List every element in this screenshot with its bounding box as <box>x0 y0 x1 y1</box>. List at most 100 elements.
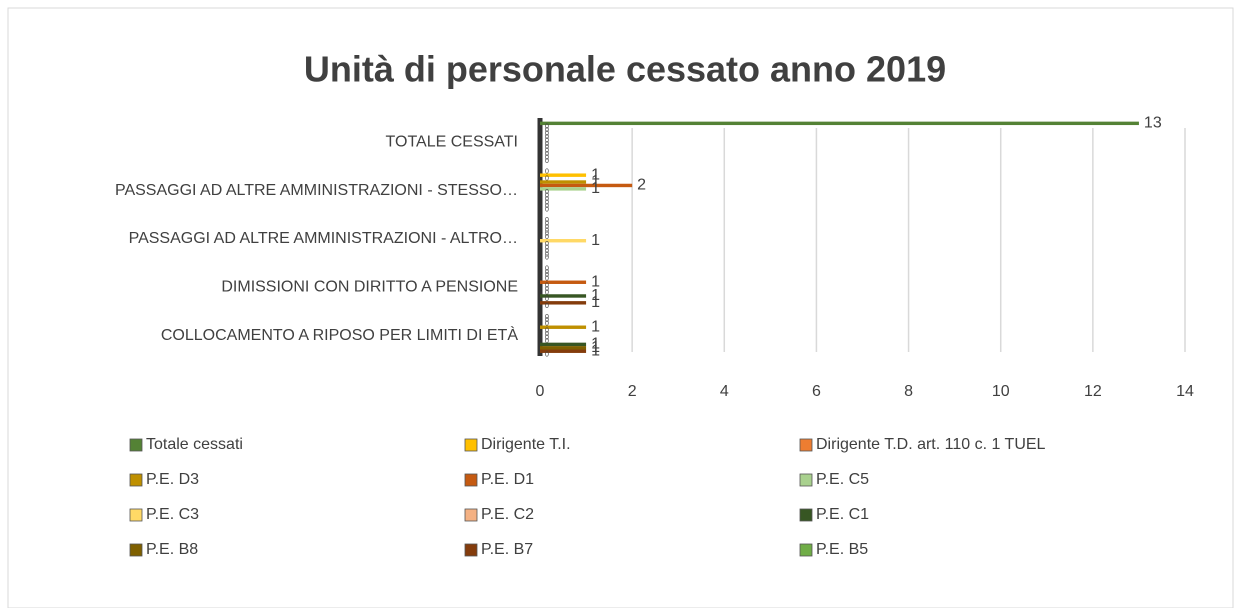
data-label: 0 <box>545 175 549 182</box>
data-label: 0 <box>545 154 549 161</box>
data-label: 0 <box>545 303 549 310</box>
legend-label: Dirigente T.D. art. 110 c. 1 TUEL <box>816 436 1046 453</box>
legend-swatch <box>799 438 813 452</box>
x-tick-label: 0 <box>536 383 545 400</box>
y-tick-label: DIMISSIONI CON DIRITTO A PENSIONE <box>221 279 518 296</box>
bar <box>540 294 587 298</box>
data-label: 0 <box>545 251 549 258</box>
legend-swatch <box>464 438 478 452</box>
bar <box>540 346 587 350</box>
data-label: 0 <box>545 334 549 341</box>
data-label: 0 <box>545 269 549 276</box>
legend-swatch <box>799 543 813 557</box>
data-label: 0 <box>545 248 549 255</box>
data-label: 0 <box>545 317 549 324</box>
data-label: 0 <box>545 289 549 296</box>
data-label: 0 <box>545 206 549 213</box>
legend-swatch <box>129 473 143 487</box>
data-label: 0 <box>545 276 549 283</box>
data-label: 0 <box>545 283 549 290</box>
y-tick-label: PASSAGGI AD ALTRE AMMINISTRAZIONI - STES… <box>115 182 518 199</box>
data-label: 0 <box>545 296 549 303</box>
data-label: 0 <box>545 351 549 358</box>
data-label: 0 <box>545 141 549 148</box>
data-label: 0 <box>545 169 549 176</box>
bar <box>540 187 587 191</box>
bar <box>540 183 633 188</box>
y-tick-label: TOTALE CESSATI <box>386 133 518 150</box>
data-label: 0 <box>545 231 549 238</box>
legend-swatch <box>799 473 813 487</box>
data-label: 0 <box>545 151 549 158</box>
data-label: 0 <box>545 224 549 231</box>
bar <box>540 342 587 347</box>
bar <box>540 349 587 353</box>
data-label: 0 <box>545 134 549 141</box>
legend-swatch <box>129 438 143 452</box>
data-label: 0 <box>545 127 549 134</box>
data-label: 0 <box>545 244 549 251</box>
data-label: 2 <box>637 177 646 194</box>
bar <box>540 325 587 329</box>
legend-label: P.E. D1 <box>481 471 534 488</box>
data-label: 0 <box>545 234 549 241</box>
x-tick-label: 8 <box>904 383 913 400</box>
x-tick-label: 14 <box>1176 383 1194 400</box>
data-label: 0 <box>545 217 549 224</box>
data-label: 0 <box>545 241 549 248</box>
data-label: 0 <box>545 220 549 227</box>
data-label: 1 <box>591 180 600 197</box>
data-label: 0 <box>545 255 549 262</box>
legend-swatch <box>464 508 478 522</box>
bar <box>540 173 587 177</box>
legend-swatch <box>129 543 143 557</box>
data-label: 0 <box>545 227 549 234</box>
legend-label: P.E. C5 <box>816 471 869 488</box>
data-label: 1 <box>591 294 600 311</box>
data-label: 13 <box>1144 115 1162 132</box>
x-tick-label: 6 <box>812 383 821 400</box>
legend-label: Totale cessati <box>146 436 243 453</box>
y-tick-label: PASSAGGI AD ALTRE AMMINISTRAZIONI - ALTR… <box>129 230 518 247</box>
legend-label: P.E. B8 <box>146 541 198 558</box>
chart-frame <box>7 7 1234 608</box>
data-label: 0 <box>545 158 549 165</box>
data-label: 0 <box>545 314 549 321</box>
data-label: 0 <box>545 328 549 335</box>
legend-swatch <box>464 543 478 557</box>
data-label: 0 <box>545 137 549 144</box>
data-label: 1 <box>591 232 600 249</box>
legend-label: P.E. C2 <box>481 506 534 523</box>
legend-label: P.E. C3 <box>146 506 199 523</box>
data-label: 0 <box>545 148 549 155</box>
data-label: 1 <box>591 173 600 190</box>
data-label: 0 <box>545 196 549 203</box>
data-label: 0 <box>545 130 549 137</box>
legend-label: P.E. D3 <box>146 471 199 488</box>
data-label: 0 <box>545 199 549 206</box>
data-label: 1 <box>591 287 600 304</box>
y-tick-label: COLLOCAMENTO A RIPOSO PER LIMITI DI ETÀ <box>161 325 518 344</box>
data-label: 0 <box>545 193 549 200</box>
data-label: 0 <box>545 124 549 131</box>
legend-swatch <box>129 508 143 522</box>
bar <box>540 280 587 284</box>
legend-label: P.E. B7 <box>481 541 533 558</box>
bar <box>540 180 587 184</box>
legend-label: Dirigente T.I. <box>481 436 571 453</box>
data-label: 1 <box>591 273 600 290</box>
data-label: 1 <box>591 318 600 335</box>
data-label: 0 <box>545 272 549 279</box>
data-label: 0 <box>545 321 549 328</box>
data-label: 1 <box>591 166 600 183</box>
data-label: 0 <box>545 189 549 196</box>
data-label: 0 <box>545 265 549 272</box>
legend-swatch <box>464 473 478 487</box>
data-label: 1 <box>591 336 600 353</box>
legend-swatch <box>799 508 813 522</box>
data-label: 0 <box>545 286 549 293</box>
chart-title: Unità di personale cessato anno 2019 <box>304 49 946 90</box>
bar <box>540 121 1139 126</box>
bar <box>540 239 587 243</box>
legend-label: P.E. B5 <box>816 541 868 558</box>
